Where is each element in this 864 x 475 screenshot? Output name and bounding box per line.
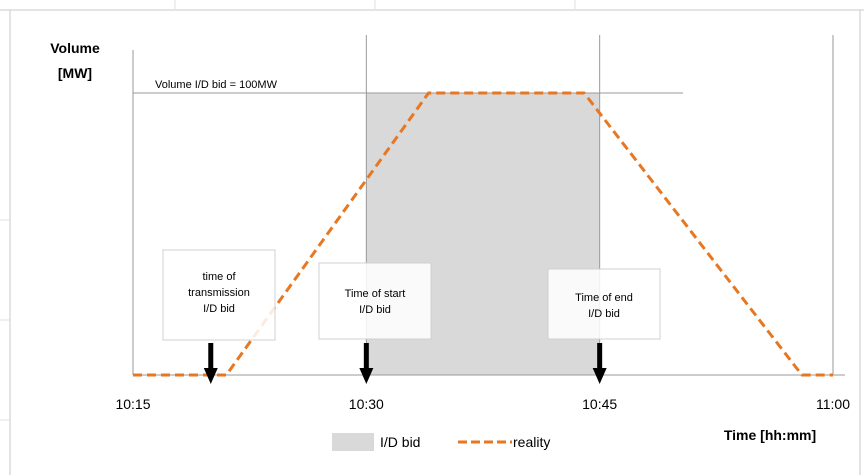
annotation-text: I/D bid	[588, 308, 620, 320]
legend-reality-label: reality	[513, 434, 550, 450]
x-axis-label: Time [hh:mm]	[724, 427, 816, 443]
annotation-box	[547, 268, 661, 340]
annotation-box	[318, 262, 432, 340]
annotation-text: I/D bid	[359, 304, 391, 316]
y-axis-label-line1: Volume	[50, 40, 100, 56]
x-tick-1030: 10:30	[349, 396, 384, 412]
arrow-transmission	[203, 343, 218, 384]
annotation-end: Time of end I/D bid	[547, 268, 661, 340]
annotation-text: Time of end	[575, 292, 633, 304]
x-tick-labels: 10:15 10:30 10:45 11:00	[115, 396, 850, 412]
y-axis-label-line2: [MW]	[58, 65, 92, 81]
annotations: time of transmission I/D bid Time of start I…	[162, 249, 661, 341]
arrow-end	[592, 343, 607, 384]
x-tick-1015: 10:15	[115, 396, 150, 412]
x-tick-1045: 10:45	[582, 396, 617, 412]
time-arrows	[203, 343, 607, 384]
annotation-text: transmission	[188, 287, 250, 299]
annotation-start: Time of start I/D bid	[318, 262, 432, 340]
arrow-start	[359, 343, 374, 384]
legend: I/D bid reality	[332, 433, 550, 451]
annotation-text: time of	[202, 271, 236, 283]
annotation-box	[162, 249, 276, 341]
legend-bid-label: I/D bid	[380, 434, 420, 450]
annotation-text: I/D bid	[203, 303, 235, 315]
annotation-transmission: time of transmission I/D bid	[162, 249, 276, 341]
x-tick-1100: 11:00	[816, 396, 850, 412]
annotation-text: Time of start	[345, 288, 406, 300]
legend-bid-swatch	[332, 433, 374, 451]
volume-reference-label: Volume I/D bid = 100MW	[155, 79, 278, 91]
